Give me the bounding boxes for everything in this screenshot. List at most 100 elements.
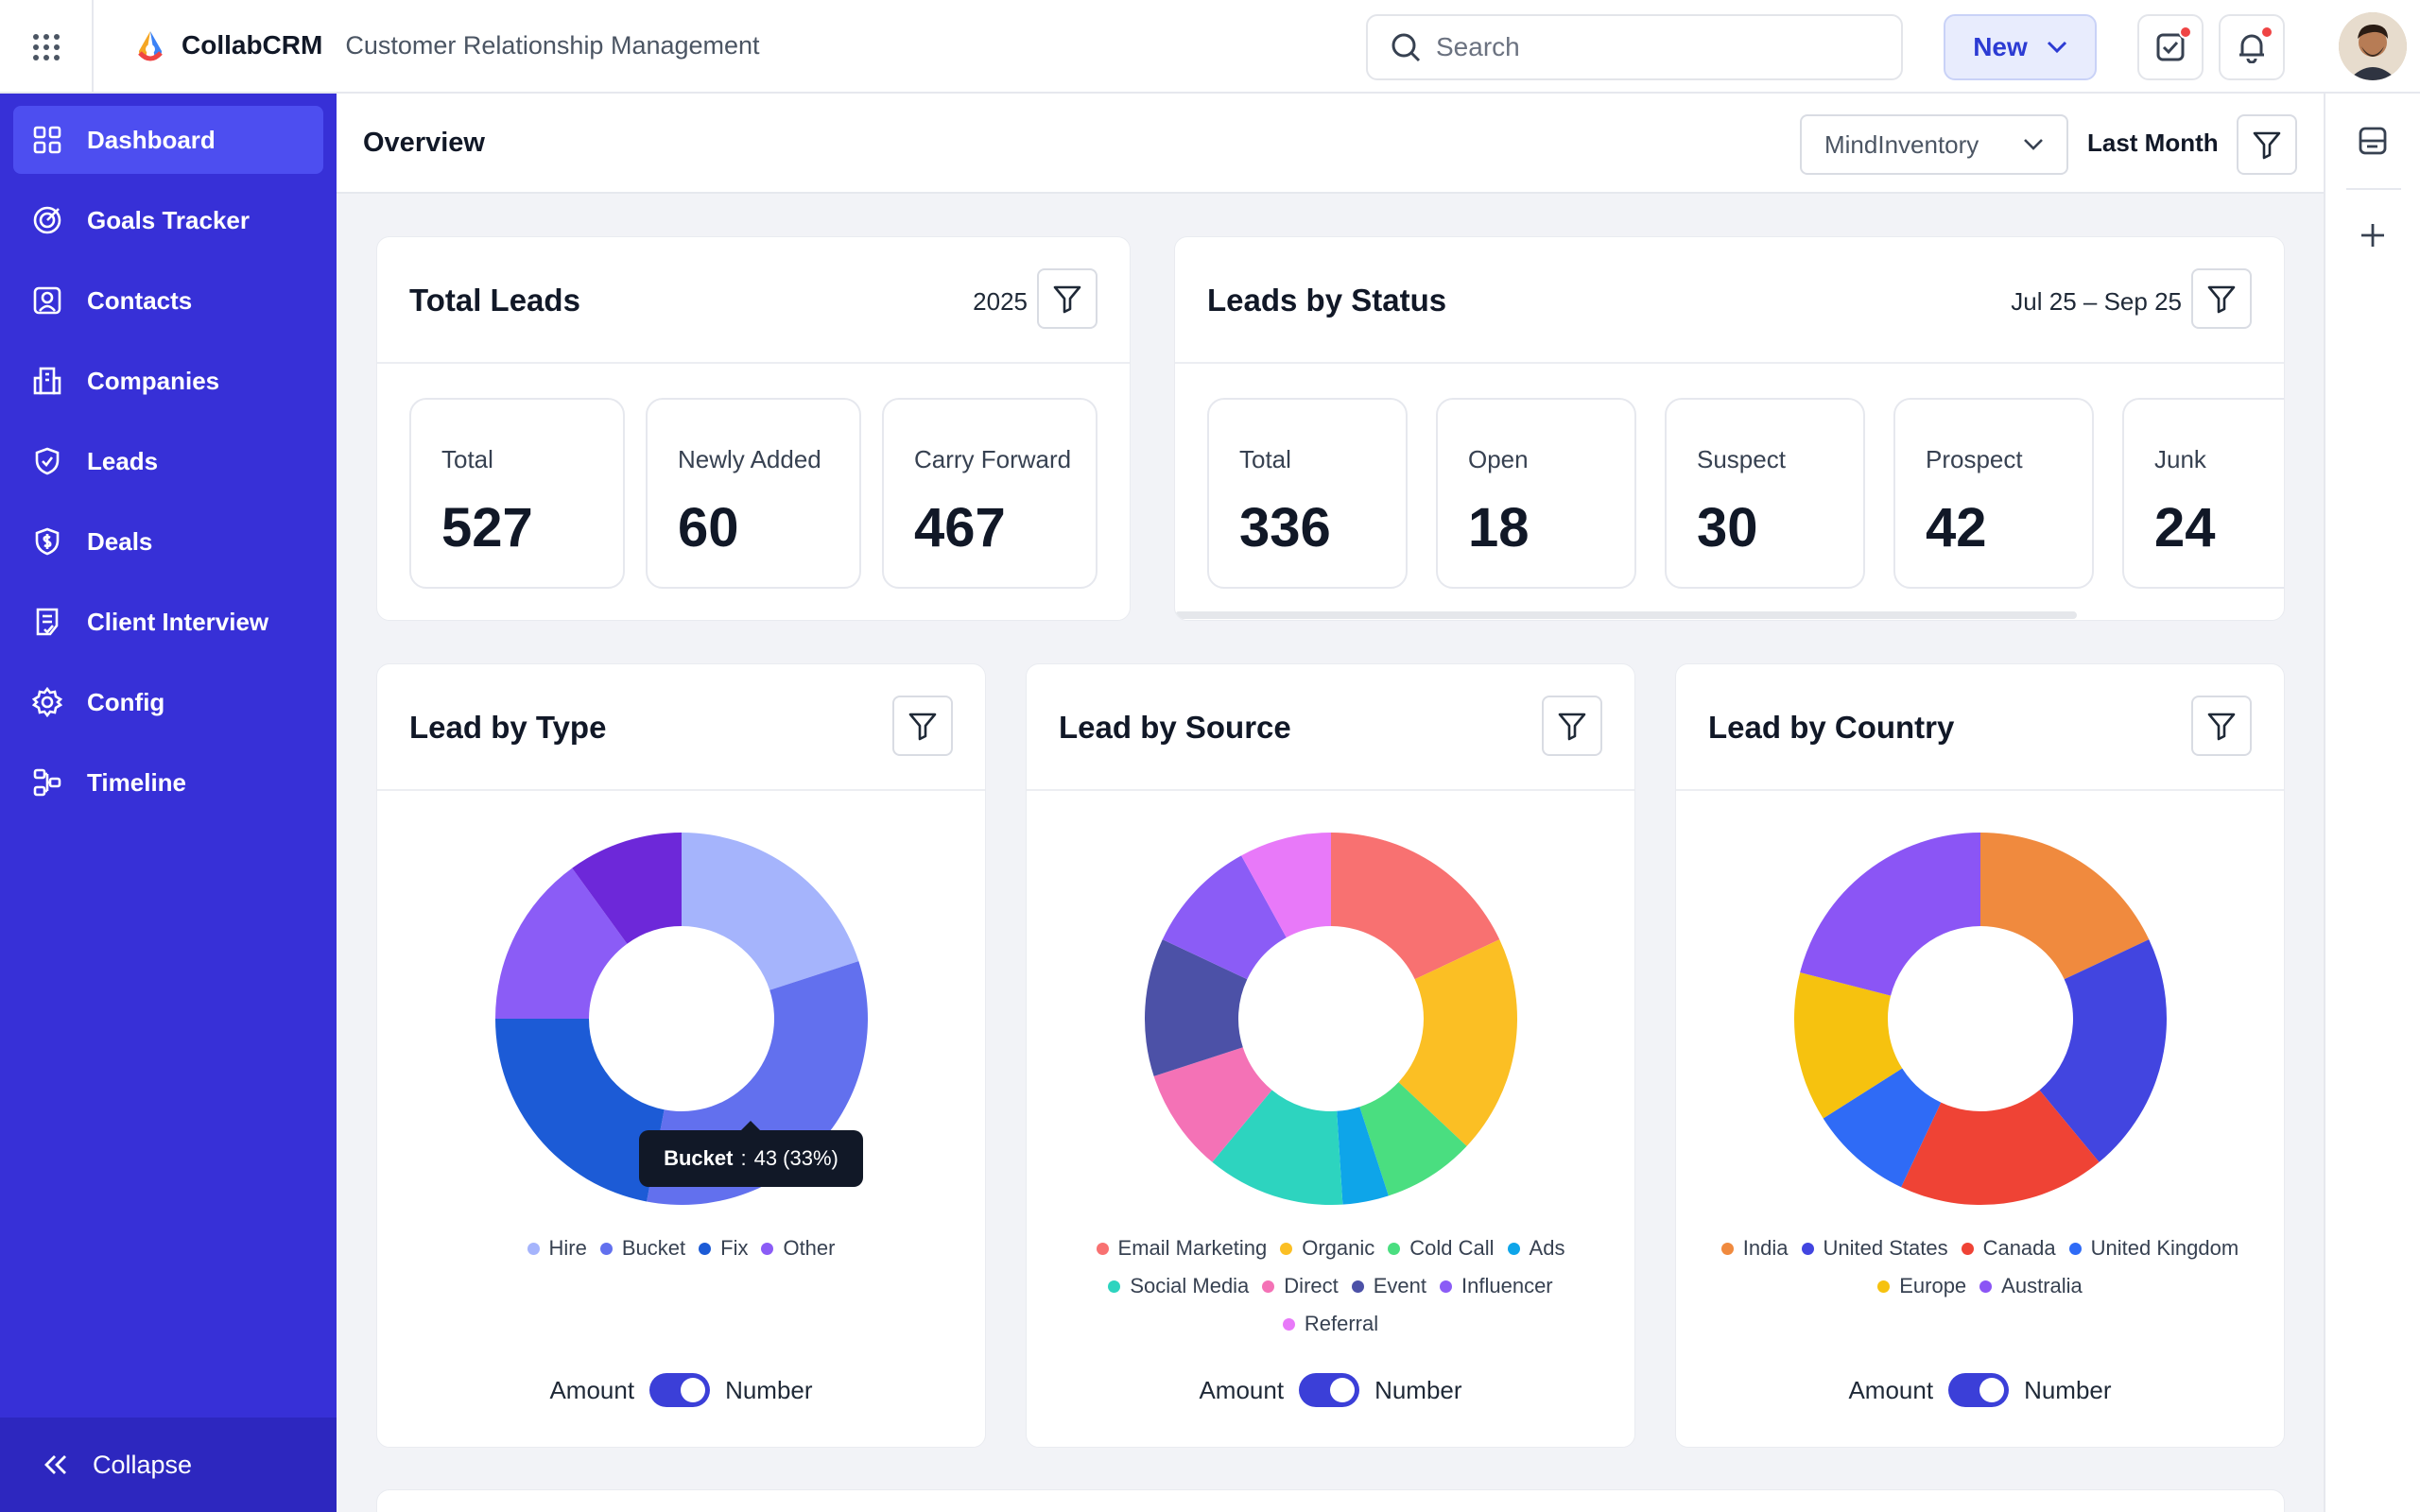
slice-organic[interactable] bbox=[1398, 939, 1517, 1146]
lead-type-filter-button[interactable] bbox=[892, 696, 953, 756]
legend-item-australia[interactable]: Australia bbox=[1979, 1274, 2083, 1298]
panel-icon bbox=[2359, 127, 2387, 155]
amount-number-toggle-row: Amount Number bbox=[377, 1373, 985, 1407]
filter-icon bbox=[1053, 285, 1081, 314]
amount-number-toggle[interactable] bbox=[1299, 1373, 1360, 1407]
company-select[interactable]: MindInventory bbox=[1800, 114, 2068, 175]
stat-card-newly-added[interactable]: Newly Added 60 bbox=[646, 398, 861, 589]
amount-number-toggle[interactable] bbox=[649, 1373, 711, 1407]
legend-item-canada[interactable]: Canada bbox=[1961, 1236, 2056, 1261]
slice-europe[interactable] bbox=[1794, 972, 1903, 1119]
stat-card-carry-forward[interactable]: Carry Forward 467 bbox=[882, 398, 1098, 589]
slice-cold-call[interactable] bbox=[1359, 1082, 1467, 1196]
legend-item-ads[interactable]: Ads bbox=[1507, 1236, 1564, 1261]
legend-item-hire[interactable]: Hire bbox=[527, 1236, 587, 1261]
lead-country-donut-chart[interactable] bbox=[1794, 833, 2167, 1205]
status-card-open[interactable]: Open 18 bbox=[1436, 398, 1636, 589]
slice-canada[interactable] bbox=[1901, 1090, 2100, 1205]
legend-label: Event bbox=[1373, 1274, 1427, 1297]
legend-label: Direct bbox=[1284, 1274, 1339, 1297]
slice-ads[interactable] bbox=[1337, 1107, 1389, 1205]
legend-label: Europe bbox=[1899, 1274, 1967, 1297]
legend-item-event[interactable]: Event bbox=[1351, 1274, 1427, 1298]
legend-item-cold-call[interactable]: Cold Call bbox=[1388, 1236, 1495, 1261]
status-card-junk[interactable]: Junk 24 bbox=[2122, 398, 2284, 589]
slice-email-marketing[interactable] bbox=[1331, 833, 1500, 980]
sidebar-item-leads[interactable]: Leads bbox=[13, 427, 323, 495]
slice-hire[interactable] bbox=[682, 833, 859, 990]
legend-item-social-media[interactable]: Social Media bbox=[1108, 1274, 1249, 1298]
add-widget-button[interactable] bbox=[2352, 215, 2394, 256]
legend-item-email-marketing[interactable]: Email Marketing bbox=[1096, 1236, 1267, 1261]
lead-type-legend: Hire Bucket Fix Other bbox=[377, 1236, 985, 1261]
slice-united-kingdom[interactable] bbox=[1823, 1068, 1942, 1188]
legend-label: Canada bbox=[1982, 1236, 2056, 1260]
legend-item-europe[interactable]: Europe bbox=[1877, 1274, 1966, 1298]
slice-event[interactable] bbox=[1145, 939, 1248, 1076]
stat-label: Prospect bbox=[1926, 445, 2023, 473]
legend-item-india[interactable]: India bbox=[1720, 1236, 1789, 1261]
sidebar-item-companies[interactable]: Companies bbox=[13, 347, 323, 415]
slice-influencer[interactable] bbox=[1162, 855, 1287, 980]
legend-item-united-kingdom[interactable]: United Kingdom bbox=[2068, 1236, 2238, 1261]
lead-source-filter-button[interactable] bbox=[1542, 696, 1602, 756]
sidebar-item-contacts[interactable]: Contacts bbox=[13, 266, 323, 335]
legend-dot bbox=[1801, 1242, 1814, 1255]
total-leads-filter-button[interactable] bbox=[1037, 268, 1098, 329]
lead-country-filter-button[interactable] bbox=[2191, 696, 2252, 756]
legend-item-bucket[interactable]: Bucket bbox=[599, 1236, 685, 1261]
overview-filter-button[interactable] bbox=[2237, 114, 2297, 175]
total-leads-card: Total Leads 2025 Total 527 Newly Added 6… bbox=[376, 236, 1131, 621]
status-card-prospect[interactable]: Prospect 42 bbox=[1893, 398, 2094, 589]
legend-dot bbox=[1877, 1280, 1891, 1293]
slice-fix[interactable] bbox=[495, 1019, 665, 1202]
search-box[interactable] bbox=[1366, 14, 1903, 80]
sidebar-item-client-interview[interactable]: Client Interview bbox=[13, 588, 323, 656]
slice-social-media[interactable] bbox=[1212, 1090, 1343, 1205]
sidebar-item-config[interactable]: Config bbox=[13, 668, 323, 736]
legend-item-other[interactable]: Other bbox=[761, 1236, 835, 1261]
slice-united-states[interactable] bbox=[2039, 939, 2167, 1162]
brand-subtitle: Customer Relationship Management bbox=[345, 30, 760, 60]
stat-card-total[interactable]: Total 527 bbox=[409, 398, 625, 589]
period-label[interactable]: Last Month bbox=[2087, 129, 2219, 157]
legend-label: Other bbox=[783, 1236, 836, 1260]
leads-by-status-card: Leads by Status Jul 25 – Sep 25 Total 33… bbox=[1174, 236, 2285, 621]
new-button[interactable]: New bbox=[1944, 14, 2097, 80]
legend-item-referral[interactable]: Referral bbox=[1282, 1312, 1378, 1336]
status-card-total[interactable]: Total 336 bbox=[1207, 398, 1408, 589]
status-card-suspect[interactable]: Suspect 30 bbox=[1665, 398, 1865, 589]
page-title: Overview bbox=[363, 128, 485, 158]
slice-other-dark[interactable] bbox=[572, 833, 682, 944]
sidebar-item-goals-tracker[interactable]: Goals Tracker bbox=[13, 186, 323, 254]
slice-referral[interactable] bbox=[1241, 833, 1331, 938]
tasks-button[interactable] bbox=[2137, 14, 2204, 80]
search-input[interactable] bbox=[1436, 32, 1871, 62]
legend-item-united-states[interactable]: United States bbox=[1801, 1236, 1948, 1261]
slice-india[interactable] bbox=[1980, 833, 2150, 980]
user-avatar[interactable] bbox=[2339, 12, 2407, 80]
sidebar-item-deals[interactable]: Deals bbox=[13, 507, 323, 576]
notifications-button[interactable] bbox=[2219, 14, 2285, 80]
collapse-button[interactable]: Collapse bbox=[0, 1418, 337, 1512]
app-logo[interactable]: CollabCRM Customer Relationship Manageme… bbox=[132, 28, 760, 62]
slice-direct[interactable] bbox=[1153, 1047, 1272, 1162]
legend-item-influencer[interactable]: Influencer bbox=[1440, 1274, 1553, 1298]
slice-other[interactable] bbox=[495, 868, 628, 1019]
legend-item-direct[interactable]: Direct bbox=[1262, 1274, 1339, 1298]
bell-icon bbox=[2239, 34, 2264, 63]
tooltip-value: 43 (33%) bbox=[753, 1146, 838, 1170]
sidebar-item-timeline[interactable]: Timeline bbox=[13, 748, 323, 816]
slice-australia[interactable] bbox=[1800, 833, 1980, 996]
leads-status-filter-button[interactable] bbox=[2191, 268, 2252, 329]
amount-number-toggle[interactable] bbox=[1948, 1373, 2010, 1407]
panel-toggle-button[interactable] bbox=[2352, 120, 2394, 162]
legend-item-organic[interactable]: Organic bbox=[1280, 1236, 1374, 1261]
app-grid-button[interactable] bbox=[0, 0, 94, 94]
horizontal-scrollbar[interactable] bbox=[1175, 611, 2077, 619]
legend-label: Fix bbox=[720, 1236, 749, 1260]
legend-item-fix[interactable]: Fix bbox=[699, 1236, 748, 1261]
sidebar-nav: Dashboard Goals Tracker Contacts Compani… bbox=[0, 94, 337, 841]
sidebar-item-dashboard[interactable]: Dashboard bbox=[13, 106, 323, 174]
lead-source-donut-chart[interactable] bbox=[1145, 833, 1517, 1205]
